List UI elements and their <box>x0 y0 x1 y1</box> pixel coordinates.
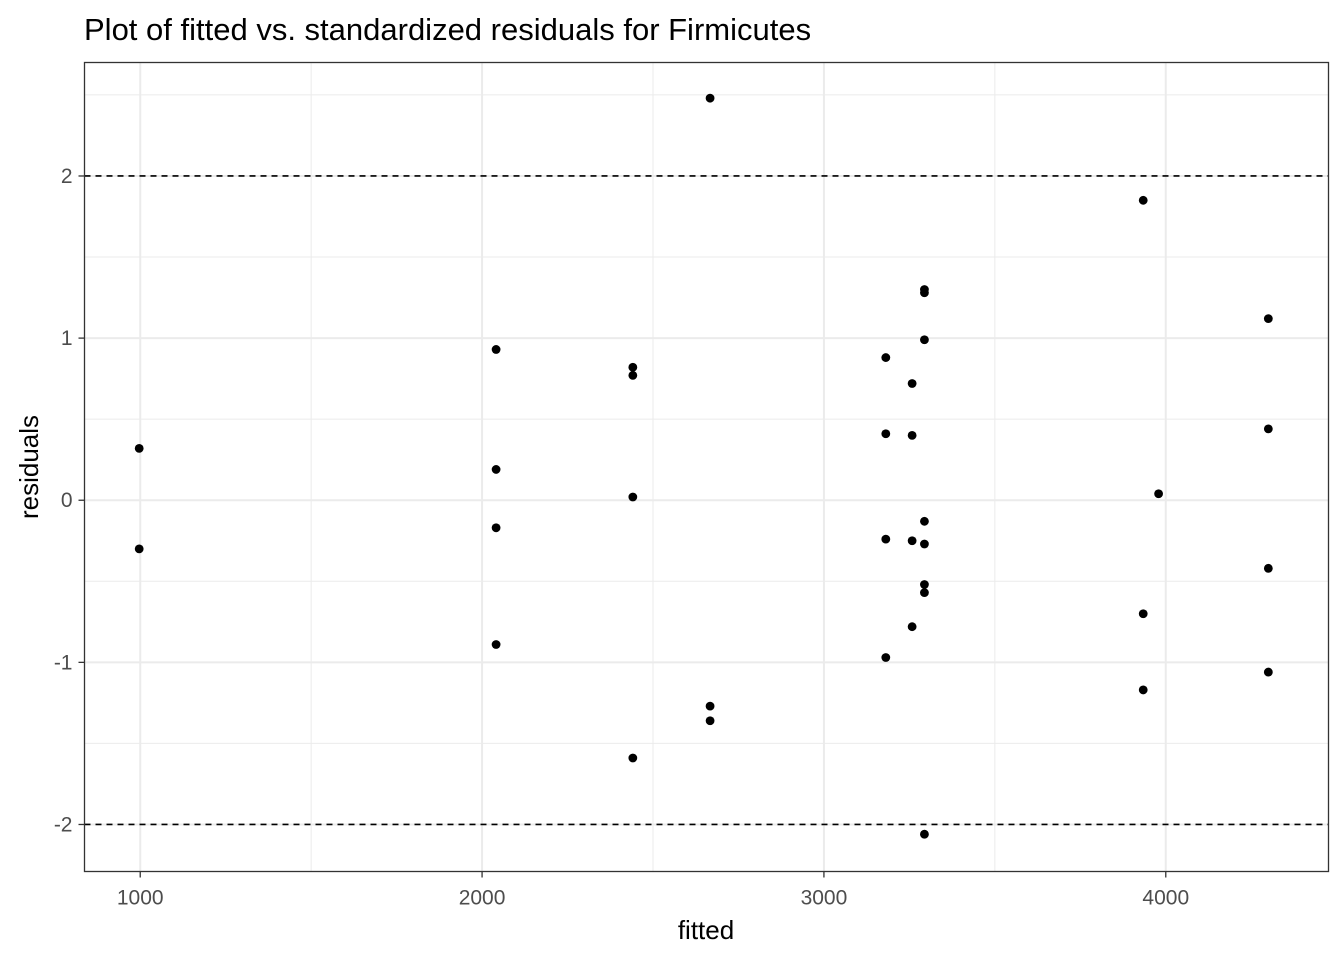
data-point <box>1138 195 1148 205</box>
y-tick-label: 2 <box>61 165 73 188</box>
data-point <box>705 716 715 726</box>
data-point <box>920 335 929 345</box>
data-point <box>134 443 144 453</box>
data-point <box>907 379 917 388</box>
data-point <box>920 288 929 298</box>
data-point <box>920 829 929 839</box>
data-point <box>920 516 929 526</box>
data-point <box>907 430 917 440</box>
grid-lines <box>84 62 1329 872</box>
y-axis-ticks: -2 -1 0 1 2 <box>54 165 85 836</box>
y-axis-title: residuals <box>14 415 44 519</box>
data-point <box>628 370 638 380</box>
x-tick-label: 1000 <box>117 887 164 910</box>
data-point <box>134 544 144 554</box>
data-point <box>1138 609 1148 619</box>
data-point <box>920 588 929 598</box>
data-point <box>1263 424 1273 434</box>
data-point <box>491 523 501 533</box>
data-point <box>1138 685 1148 695</box>
data-point <box>1263 563 1273 573</box>
data-point <box>881 534 891 544</box>
x-tick-label: 4000 <box>1142 887 1189 910</box>
data-point <box>491 640 501 649</box>
data-point <box>628 362 638 372</box>
data-point <box>881 429 891 439</box>
y-tick-label: 1 <box>61 327 73 350</box>
reference-lines <box>84 175 1329 826</box>
data-point <box>628 492 638 502</box>
data-point <box>881 353 891 362</box>
data-point <box>705 701 715 711</box>
data-point <box>1154 489 1163 499</box>
plot-panel-border <box>83 61 1330 873</box>
data-point <box>1263 667 1273 677</box>
data-point <box>705 93 715 103</box>
data-point <box>491 465 501 474</box>
x-tick-label: 2000 <box>459 887 506 910</box>
data-point <box>907 536 917 546</box>
data-point <box>881 653 891 662</box>
data-point <box>628 753 638 763</box>
data-point <box>491 345 501 354</box>
y-tick-label: -1 <box>54 651 73 674</box>
y-tick-label: 0 <box>61 489 73 512</box>
y-tick-label: -2 <box>54 813 73 836</box>
data-point <box>1263 314 1273 324</box>
data-point <box>907 622 917 632</box>
data-point <box>920 539 929 549</box>
data-point <box>920 580 929 589</box>
x-tick-label: 3000 <box>801 887 848 910</box>
data-points <box>134 93 1273 839</box>
chart-title: Plot of fitted vs. standardized residual… <box>84 12 811 47</box>
x-axis-title: fitted <box>678 915 734 945</box>
x-axis-ticks: 1000 2000 3000 4000 <box>117 871 1189 910</box>
